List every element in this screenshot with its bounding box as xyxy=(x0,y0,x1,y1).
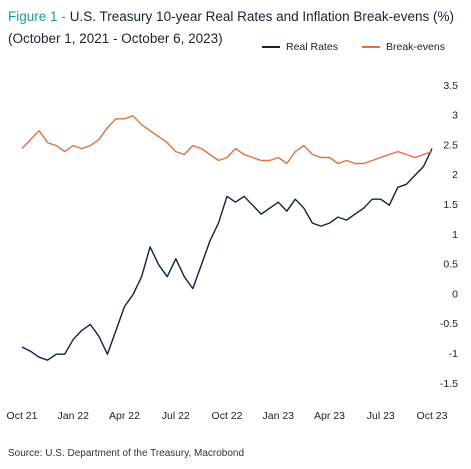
y-tick-label: -1.5 xyxy=(440,378,458,390)
y-tick-label: 0.5 xyxy=(443,259,458,271)
y-tick-label: 1 xyxy=(452,229,458,241)
y-tick-label: 1.5 xyxy=(443,199,458,211)
chart-title: U.S. Treasury 10-year Real Rates and Inf… xyxy=(69,9,454,24)
y-tick-label: 0 xyxy=(452,288,458,300)
y-tick-label: -1 xyxy=(449,348,458,360)
title-line: Figure 1 - U.S. Treasury 10-year Real Rat… xyxy=(8,9,454,24)
series-line xyxy=(21,148,433,361)
figure-label: Figure 1 - xyxy=(8,9,66,24)
x-tick-label: Jan 23 xyxy=(262,410,294,422)
legend-label: Break-evens xyxy=(386,41,445,53)
series-line xyxy=(21,115,433,165)
chart: 3.5 3 2.5 2 1.5 1 0.5 0 -0.5 -1 -1.5 Oct 21 Jan 22 Ap… xyxy=(7,41,459,422)
y-tick-label: 3.5 xyxy=(443,80,458,92)
x-tick-label: Jul 22 xyxy=(162,410,190,422)
chart-subtitle: (October 1, 2021 - October 6, 2023) xyxy=(8,31,223,46)
x-tick-label: Jan 22 xyxy=(57,410,89,422)
x-tick-label: Oct 23 xyxy=(417,410,448,422)
y-tick-label: -0.5 xyxy=(440,318,458,330)
x-tick-label: Oct 22 xyxy=(212,410,243,422)
x-tick-label: Apr 23 xyxy=(314,410,345,422)
legend-label: Real Rates xyxy=(286,41,338,53)
source: Source: U.S. Department of the Treasury,… xyxy=(8,448,245,459)
y-tick-label: 2 xyxy=(452,169,458,181)
x-tick-label: Apr 22 xyxy=(109,410,140,422)
y-tick-label: 3 xyxy=(452,110,458,122)
x-tick-label: Oct 21 xyxy=(7,410,38,422)
x-tick-label: Jul 23 xyxy=(367,410,395,422)
y-tick-label: 2.5 xyxy=(443,139,458,151)
